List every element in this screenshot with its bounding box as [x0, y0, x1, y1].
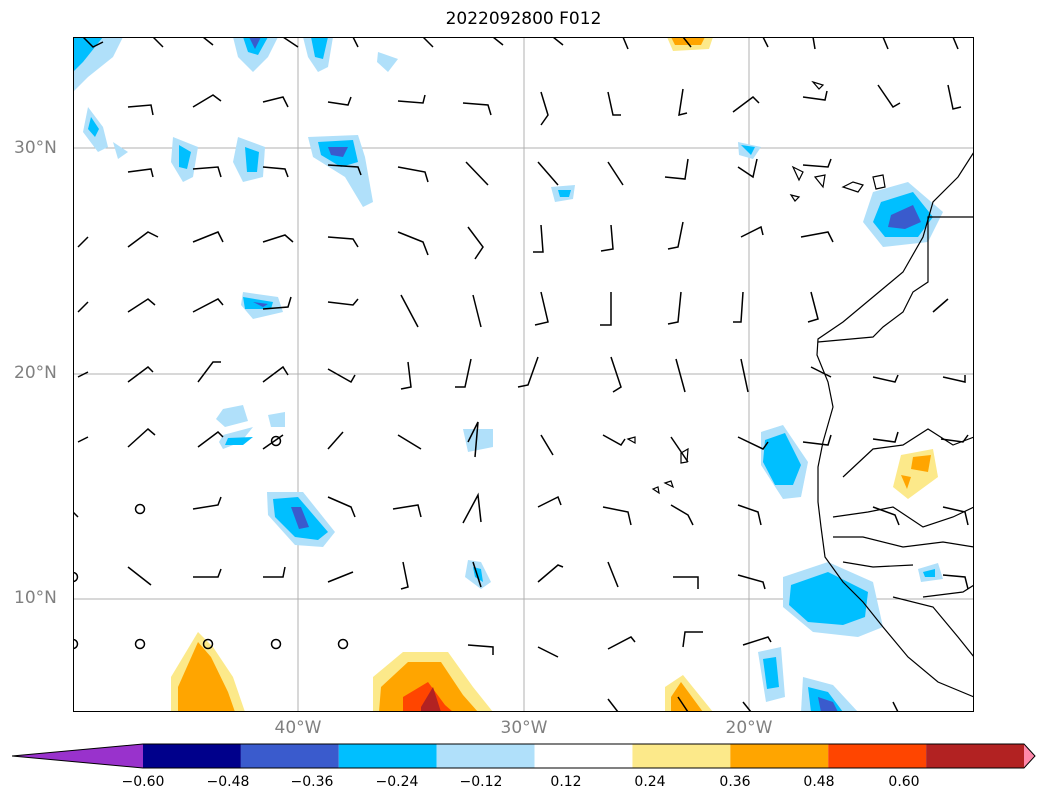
colorbar-cell [730, 744, 829, 768]
colorbar-cell [926, 744, 1024, 768]
cb-tick-9: 0.48 [803, 774, 835, 790]
cb-tick-1: −0.60 [121, 774, 165, 790]
colorbar-cell [143, 744, 241, 768]
colorbar-cell [12, 744, 143, 768]
lon-label-30w: 30°W [500, 718, 548, 738]
map-panel [73, 37, 974, 712]
lon-label-40w: 40°W [274, 718, 322, 738]
cb-tick-3: −0.36 [290, 774, 334, 790]
lon-label-20w: 20°W [725, 718, 773, 738]
coastlines [626, 80, 974, 698]
colorbar-cell [1024, 744, 1035, 768]
cb-tick-2: −0.48 [206, 774, 250, 790]
colorbar-cell [436, 744, 535, 768]
positive-contours [171, 37, 938, 712]
colorbar [12, 743, 1036, 769]
colorbar-cell [240, 744, 339, 768]
cb-tick-8: 0.36 [719, 774, 751, 790]
calm-markers [73, 435, 349, 650]
lat-label-10n: 10°N [14, 588, 57, 608]
cb-tick-4: −0.24 [375, 774, 419, 790]
colorbar-cell [338, 744, 437, 768]
colorbar-cell [534, 744, 633, 768]
map-title: 2022092800 F012 [445, 9, 602, 29]
negative-contours [73, 37, 943, 712]
lat-label-20n: 20°N [14, 363, 57, 383]
map-border [73, 37, 974, 712]
cb-tick-5: −0.12 [459, 774, 503, 790]
wind-barbs [73, 37, 969, 712]
colorbar-cell [828, 744, 927, 768]
lat-label-30n: 30°N [14, 138, 57, 158]
cb-tick-6: 0.12 [550, 774, 582, 790]
colorbar-cell [632, 744, 731, 768]
cb-tick-7: 0.24 [634, 774, 666, 790]
cb-tick-10: 0.60 [888, 774, 920, 790]
